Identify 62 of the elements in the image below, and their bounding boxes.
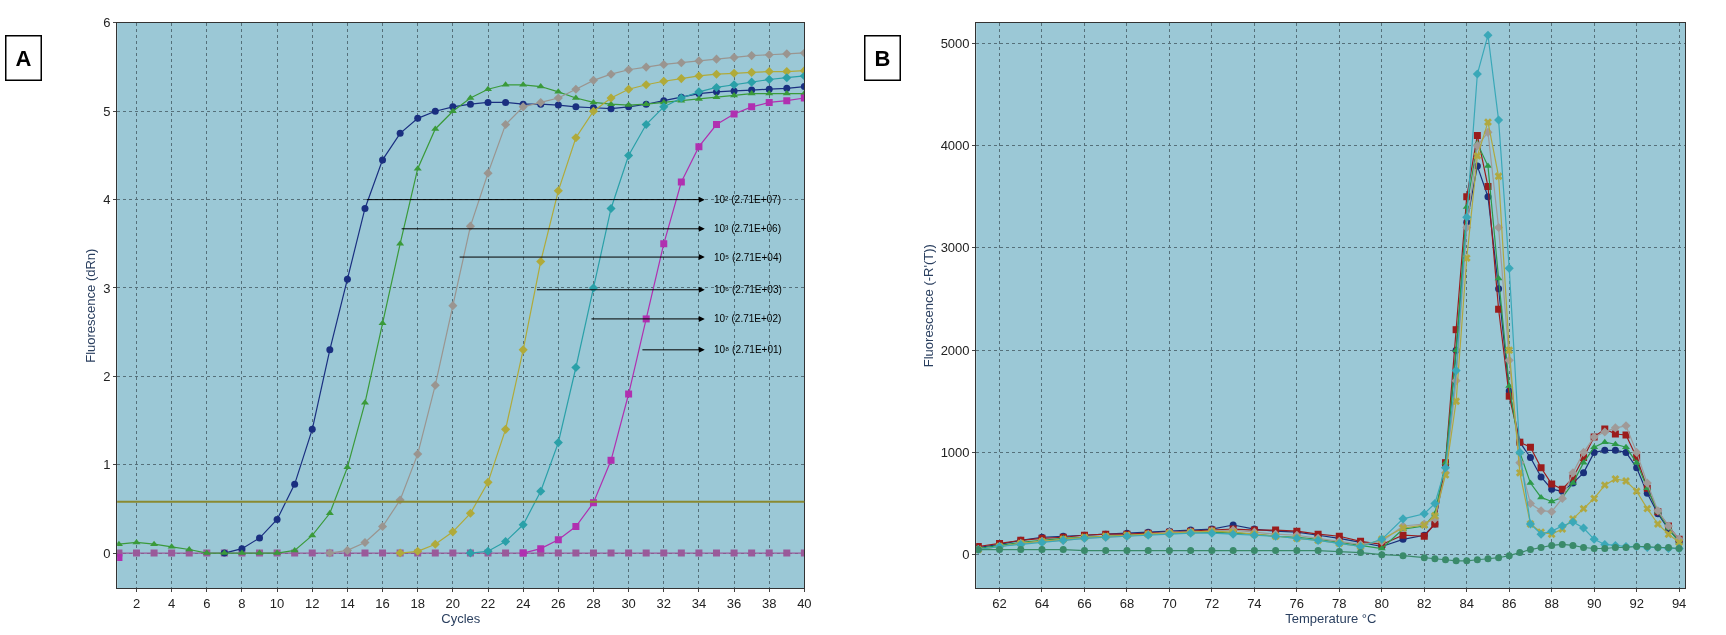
- x-tick-label: 92: [1629, 596, 1644, 611]
- x-tick-label: 90: [1586, 596, 1602, 611]
- y-tick-label: 5: [103, 103, 111, 119]
- x-tick-label: 28: [586, 596, 601, 611]
- x-tick-label: 32: [656, 596, 671, 611]
- x-tick-label: 66: [1077, 596, 1092, 611]
- x-tick-label: 16: [375, 596, 390, 611]
- x-tick-label: 4: [168, 596, 176, 611]
- x-tick-label: 68: [1119, 596, 1135, 611]
- x-tick-label: 86: [1501, 596, 1517, 611]
- x-tick-label: 80: [1374, 596, 1390, 611]
- x-tick-label: 12: [305, 596, 320, 611]
- y-axis-title: Fluorescence (dRn): [83, 248, 99, 363]
- x-tick-label: 78: [1332, 596, 1347, 611]
- y-tick-label: 1000: [940, 444, 970, 460]
- annotation: 10⁸ (2.71E+01): [714, 344, 782, 355]
- annotation: 10⁵ (2.71E+04): [714, 252, 782, 263]
- annotation: 10⁶ (2.71E+03): [714, 284, 782, 295]
- x-tick-label: 72: [1204, 596, 1220, 611]
- x-tick-label: 30: [621, 596, 636, 611]
- x-tick-label: 74: [1247, 596, 1262, 611]
- x-tick-label: 20: [445, 596, 461, 611]
- y-tick-label: 4000: [940, 138, 970, 154]
- x-tick-label: 76: [1289, 596, 1305, 611]
- y-tick-label: 2: [103, 368, 111, 384]
- annotation: 10² (2.71E+07): [714, 194, 781, 205]
- x-tick-label: 70: [1162, 596, 1177, 611]
- x-tick-label: 8: [238, 596, 246, 611]
- x-tick-label: 34: [691, 596, 707, 611]
- y-tick-label: 0: [103, 545, 111, 561]
- x-tick-label: 26: [551, 596, 566, 611]
- x-tick-label: 2: [132, 596, 141, 611]
- x-tick-label: 84: [1459, 596, 1474, 611]
- y-tick-label: 0: [962, 547, 970, 563]
- y-tick-label: 2000: [940, 342, 970, 358]
- x-tick-label: 18: [410, 596, 425, 611]
- x-tick-label: 64: [1034, 596, 1050, 611]
- y-tick-label: 3000: [940, 240, 970, 256]
- text: A: [15, 45, 32, 71]
- y-tick-label: 4: [103, 192, 111, 208]
- y-tick-label: 6: [103, 15, 111, 31]
- x-tick-label: 40: [797, 596, 812, 611]
- x-tick-label: 14: [340, 596, 355, 611]
- y-tick-label: 1: [103, 457, 111, 473]
- x-tick-label: 38: [761, 596, 777, 611]
- y-tick-label: 3: [103, 280, 111, 296]
- x-tick-label: 6: [203, 596, 211, 611]
- x-tick-label: 24: [515, 596, 531, 611]
- text: B: [874, 45, 891, 71]
- y-axis-title: Fluorescence (-R'(T)): [920, 244, 936, 368]
- x-axis-title: Cycles: [441, 611, 481, 626]
- x-tick-label: 36: [726, 596, 742, 611]
- x-tick-label: 10: [269, 596, 285, 611]
- x-tick-label: 82: [1417, 596, 1432, 611]
- x-tick-label: 22: [480, 596, 496, 611]
- annotation: 10³ (2.71E+06): [714, 223, 781, 234]
- x-tick-label: 94: [1671, 596, 1687, 611]
- y-tick-label: 5000: [940, 35, 970, 51]
- annotation: 10⁷ (2.71E+02): [714, 313, 782, 324]
- x-tick-label: 62: [992, 596, 1007, 611]
- x-axis-title: Temperature °C: [1285, 611, 1377, 626]
- x-tick-label: 88: [1544, 596, 1559, 611]
